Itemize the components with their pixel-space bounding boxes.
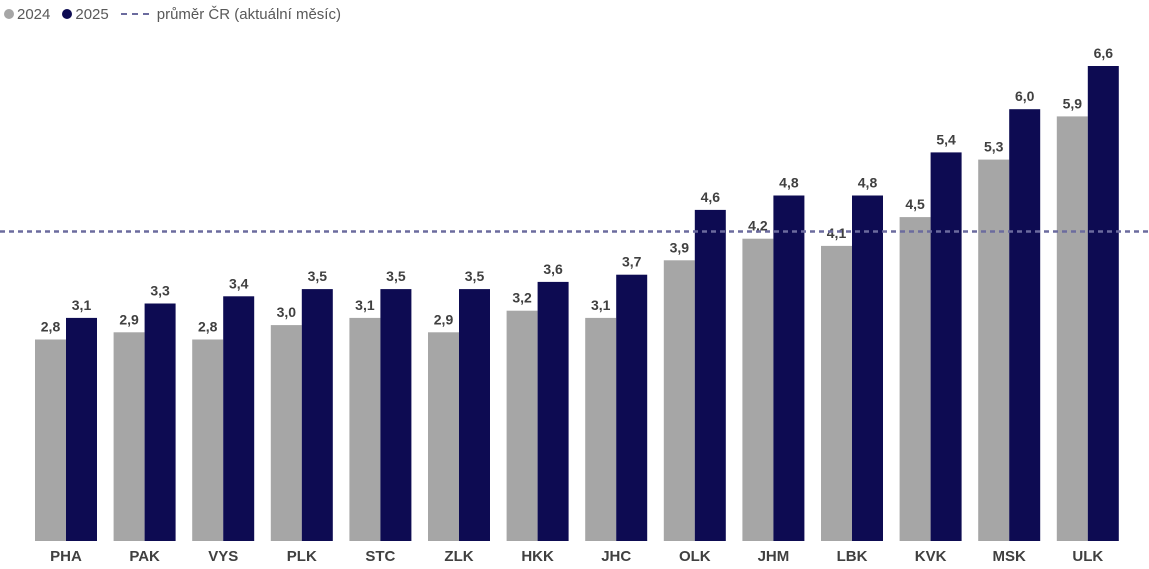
value-label-2025-kvk: 5,4: [936, 131, 956, 147]
category-label-hkk: HKK: [521, 548, 554, 565]
bar-2024-pak: [113, 332, 145, 541]
value-label-2024-hkk: 3,2: [512, 290, 532, 306]
bar-2025-msk: [1009, 109, 1041, 541]
bar-2025-jhm: [773, 195, 805, 541]
bar-2025-ulk: [1087, 66, 1119, 541]
category-label-kvk: KVK: [915, 548, 947, 565]
bar-2024-pha: [35, 339, 66, 541]
category-label-vys: VYS: [208, 548, 238, 565]
value-label-2025-jhc: 3,7: [622, 254, 642, 270]
category-label-olk: OLK: [679, 548, 711, 565]
legend-item-2025: 2025: [62, 5, 109, 23]
value-label-2025-hkk: 3,6: [543, 261, 563, 277]
value-label-2024-pak: 2,9: [119, 311, 139, 327]
legend-item-average: průměr ČR (aktuální měsíc): [120, 5, 341, 23]
bar-2025-zlk: [459, 289, 490, 541]
value-label-2024-ulk: 5,9: [1063, 95, 1083, 111]
legend-item-2024: 2024: [4, 6, 50, 23]
bar-2024-plk: [270, 325, 302, 541]
bar-2025-hkk: [537, 281, 569, 541]
value-label-2024-jhc: 3,1: [591, 297, 611, 313]
value-label-2025-lbk: 4,8: [858, 175, 878, 191]
category-label-jhm: JHM: [758, 548, 790, 565]
bar-2024-olk: [663, 260, 695, 541]
bar-2025-plk: [301, 289, 333, 541]
category-label-plk: PLK: [287, 548, 317, 565]
value-label-2024-msk: 5,3: [984, 139, 1004, 155]
bar-2025-lbk: [852, 195, 883, 541]
category-label-lbk: LBK: [837, 548, 868, 565]
value-label-2024-stc: 3,1: [355, 297, 375, 313]
value-label-2024-kvk: 4,5: [905, 196, 925, 212]
category-label-pak: PAK: [129, 548, 160, 565]
value-label-2025-olk: 4,6: [701, 189, 721, 205]
bar-2024-lbk: [821, 245, 852, 541]
value-label-2025-jhm: 4,8: [779, 175, 799, 191]
value-label-2024-lbk: 4,1: [827, 225, 847, 241]
bar-2024-jhm: [742, 238, 774, 541]
value-label-2025-stc: 3,5: [386, 268, 406, 284]
value-label-2024-jhm: 4,2: [748, 218, 768, 234]
value-label-2025-plk: 3,5: [308, 268, 328, 284]
value-label-2024-vys: 2,8: [198, 319, 218, 335]
value-label-2025-pak: 3,3: [150, 283, 170, 299]
bar-2025-jhc: [616, 274, 648, 541]
value-label-2025-vys: 3,4: [229, 275, 249, 291]
legend: 2024 2025 průměr ČR (aktuální měsíc): [4, 4, 353, 24]
value-label-2025-pha: 3,1: [72, 297, 92, 313]
bar-2024-kvk: [899, 217, 931, 541]
value-label-2025-ulk: 6,6: [1094, 45, 1114, 61]
bar-2025-olk: [694, 209, 726, 541]
bar-2025-pak: [144, 303, 176, 541]
legend-marker-2025: [62, 9, 73, 19]
value-label-2024-olk: 3,9: [670, 239, 690, 255]
category-label-zlk: ZLK: [444, 548, 473, 565]
value-label-2024-zlk: 2,9: [434, 311, 454, 327]
category-label-jhc: JHC: [601, 548, 631, 565]
bar-2025-pha: [66, 317, 97, 541]
bar-2025-stc: [380, 289, 412, 541]
category-label-stc: STC: [365, 548, 395, 565]
bar-2024-msk: [978, 159, 1010, 541]
legend-label-average: průměr ČR (aktuální měsíc): [156, 5, 341, 23]
bar-2024-vys: [192, 339, 224, 541]
legend-label-2025: 2025: [75, 5, 109, 23]
value-label-2025-msk: 6,0: [1015, 88, 1035, 104]
bar-2024-zlk: [428, 332, 459, 541]
value-label-2024-pha: 2,8: [41, 319, 61, 335]
legend-marker-2024: [4, 9, 14, 19]
category-label-pha: PHA: [50, 548, 82, 565]
value-label-2025-zlk: 3,5: [465, 268, 485, 284]
bar-2024-jhc: [585, 317, 617, 541]
bar-2024-hkk: [506, 310, 538, 541]
legend-label-2024: 2024: [17, 5, 51, 23]
category-label-ulk: ULK: [1072, 548, 1103, 565]
bar-2025-kvk: [930, 152, 962, 541]
bar-2024-ulk: [1056, 116, 1088, 542]
category-label-msk: MSK: [993, 548, 1027, 565]
bar-2025-vys: [223, 296, 255, 541]
bar-2024-stc: [349, 317, 381, 541]
value-label-2024-plk: 3,0: [277, 304, 297, 320]
legend-marker-average: [120, 13, 149, 15]
